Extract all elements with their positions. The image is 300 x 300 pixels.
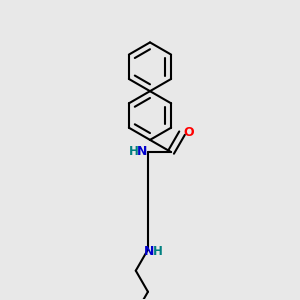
Text: H: H bbox=[152, 244, 162, 258]
Text: N: N bbox=[144, 244, 154, 258]
Text: H: H bbox=[129, 145, 138, 158]
Text: N: N bbox=[137, 145, 147, 158]
Text: O: O bbox=[183, 126, 194, 139]
